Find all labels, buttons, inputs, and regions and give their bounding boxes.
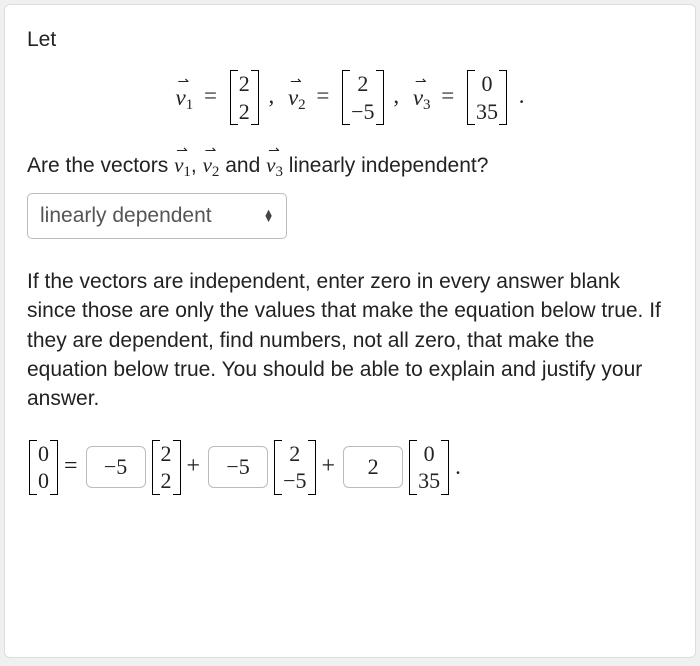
instructions-text: If the vectors are independent, enter ze…	[27, 267, 673, 414]
v3-symbol: ⇀v3	[413, 82, 431, 116]
equals: =	[204, 83, 217, 108]
question-text: Are the vectors ⇀v1, ⇀v2 and ⇀v3 linearl…	[27, 151, 673, 183]
independence-select[interactable]: linearly dependent ▲▼	[27, 193, 287, 238]
v2-symbol: ⇀v2	[288, 82, 306, 116]
matrix-v2: 2−5	[274, 440, 315, 495]
chevron-updown-icon: ▲▼	[263, 210, 274, 222]
period: .	[519, 83, 525, 108]
period: .	[455, 451, 461, 483]
select-value: linearly dependent	[40, 201, 212, 230]
equals: =	[316, 83, 329, 108]
matrix-v3: 035	[467, 70, 507, 125]
matrix-v1: 22	[230, 70, 259, 125]
vector-definitions: ⇀v1 = 22 , ⇀v2 = 2−5 , ⇀v3 = 035 .	[27, 70, 673, 125]
matrix-zero: 00	[29, 440, 58, 495]
v1-symbol: ⇀v1	[175, 82, 193, 116]
coeff2-input[interactable]: −5	[208, 446, 268, 488]
plus: +	[187, 450, 201, 484]
matrix-v1: 22	[152, 440, 181, 495]
matrix-v2: 2−5	[342, 70, 383, 125]
problem-card: Let ⇀v1 = 22 , ⇀v2 = 2−5 , ⇀v3 = 035 . A…	[4, 4, 696, 658]
equals: =	[441, 83, 454, 108]
plus: +	[322, 450, 336, 484]
coeff1-input[interactable]: −5	[86, 446, 146, 488]
coeff3-input[interactable]: 2	[343, 446, 403, 488]
equals: =	[64, 450, 78, 484]
let-label: Let	[27, 25, 673, 54]
matrix-v3: 035	[409, 440, 449, 495]
comma: ,	[393, 83, 399, 108]
comma: ,	[268, 83, 274, 108]
equation-row: 00 = −5 22 + −5 2−5 + 2 035 .	[27, 440, 673, 495]
